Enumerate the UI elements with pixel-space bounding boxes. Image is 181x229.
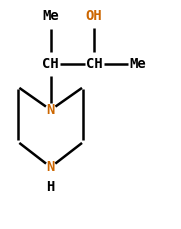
Text: N: N [47, 160, 55, 174]
Text: OH: OH [86, 9, 102, 23]
Text: N: N [47, 103, 55, 117]
Text: CH: CH [86, 57, 102, 71]
Text: CH: CH [42, 57, 59, 71]
Text: Me: Me [42, 9, 59, 23]
Text: Me: Me [129, 57, 146, 71]
Text: H: H [47, 180, 55, 194]
